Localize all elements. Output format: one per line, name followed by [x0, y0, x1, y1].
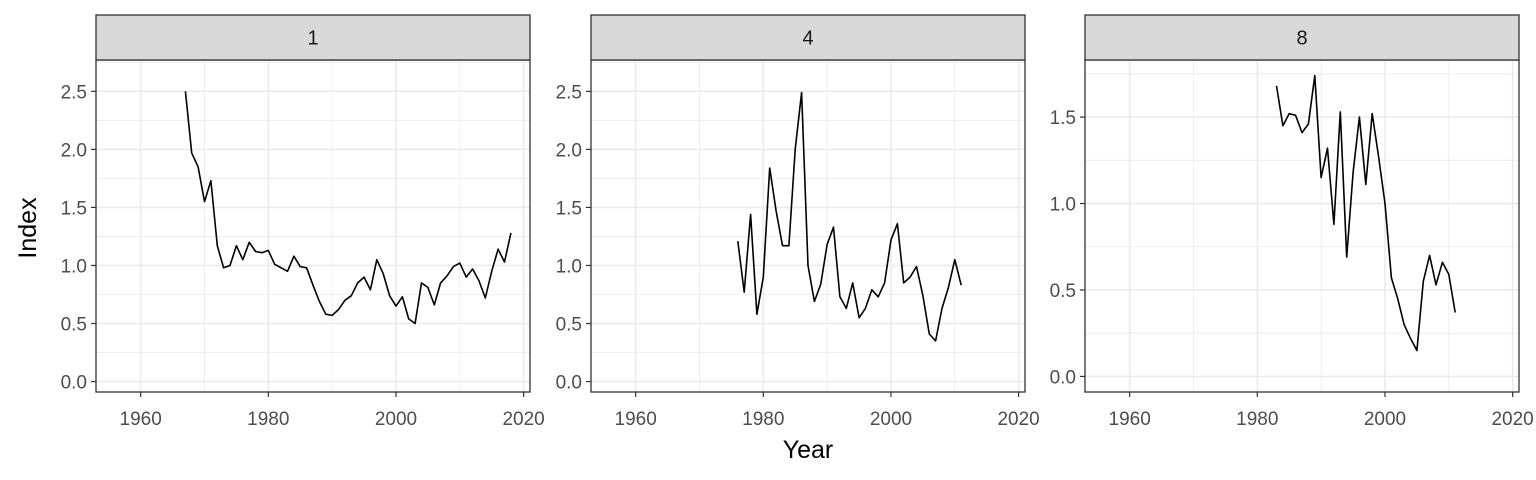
y-tick-label: 1.0: [556, 256, 582, 277]
facet-strip: [95, 14, 531, 61]
x-tick-label: 2020: [1491, 409, 1533, 430]
y-tick-label: 0.5: [1050, 281, 1076, 302]
y-tick-label: 0.0: [556, 373, 582, 394]
facet-strip: [1084, 14, 1520, 61]
x-tick-label: 2020: [997, 409, 1039, 430]
x-axis-title: Year: [783, 436, 834, 464]
x-tick-label: 2000: [375, 409, 417, 430]
x-tick-label: 2000: [1364, 409, 1406, 430]
y-tick-label: 1.5: [61, 198, 87, 219]
x-tick-label: 2000: [870, 409, 912, 430]
facet-panel: 4 0.0 0.5 1.0 1.5 2.0 2.5 1960 1980 2000 2020: [556, 14, 1040, 430]
plot-background: [1085, 60, 1519, 392]
y-tick-label: 1.0: [61, 256, 87, 277]
y-tick-label: 2.0: [556, 140, 582, 161]
plot-background: [96, 60, 530, 392]
x-tick-label: 1980: [1236, 409, 1278, 430]
facet-strip: [590, 14, 1026, 61]
facet-strip-label: 1: [307, 28, 318, 50]
y-tick-label: 1.5: [556, 198, 582, 219]
facet-strip-label: 8: [1296, 28, 1307, 50]
x-tick-label: 2020: [502, 409, 544, 430]
plot-background: [591, 60, 1025, 392]
y-tick-label: 0.0: [61, 373, 87, 394]
y-axis-title: Index: [14, 197, 42, 259]
y-tick-label: 2.0: [61, 140, 87, 161]
x-tick-label: 1980: [742, 409, 784, 430]
series-line: [737, 91, 962, 342]
x-tick-label: 1960: [615, 409, 657, 430]
y-tick-label: 1.5: [1050, 108, 1076, 129]
y-tick-label: 0.5: [556, 315, 582, 336]
facet-panel: 8 0.0 0.5 1.0 1.5 1960 1980 2000 2020: [1050, 14, 1534, 430]
series-line: [1275, 74, 1456, 352]
y-tick-label: 0.0: [1050, 367, 1076, 388]
y-tick-label: 2.5: [556, 82, 582, 103]
panels-layer: 1 0.0 0.5 1.0 1.5 2.0 2.5 1960 1980 2000 2020 4 0.0 0…: [61, 14, 1534, 430]
facet-panel: 1 0.0 0.5 1.0 1.5 2.0 2.5 1960 1980 2000 2020: [61, 14, 545, 430]
y-tick-label: 1.0: [1050, 195, 1076, 216]
y-tick-label: 0.5: [61, 315, 87, 336]
x-tick-label: 1960: [1109, 409, 1151, 430]
y-tick-label: 2.5: [61, 82, 87, 103]
facet-strip-label: 4: [802, 28, 813, 50]
series-line: [184, 91, 512, 325]
x-tick-label: 1980: [247, 409, 289, 430]
x-tick-label: 1960: [120, 409, 162, 430]
